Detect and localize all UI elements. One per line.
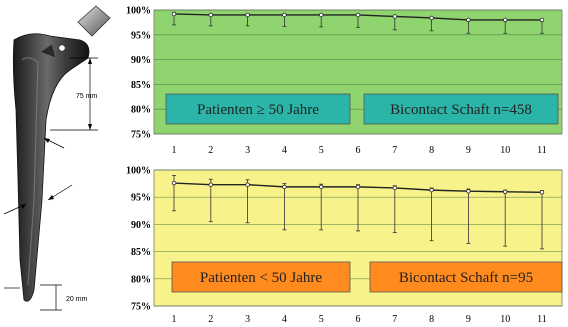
x-tick-label: 2 xyxy=(208,145,213,156)
data-point xyxy=(392,14,397,19)
x-tick-label: 1 xyxy=(172,145,177,156)
data-point xyxy=(392,185,397,191)
x-tick-label: 11 xyxy=(537,145,547,156)
x-tick-label: 7 xyxy=(392,314,397,325)
y-tick-label: 95% xyxy=(131,193,151,204)
x-tick-label: 2 xyxy=(208,314,213,325)
data-point xyxy=(355,12,361,18)
annotation-label: Bicontact Schaft n=458 xyxy=(390,102,532,118)
data-point xyxy=(318,12,324,18)
y-tick-label: 95% xyxy=(131,30,151,41)
data-point xyxy=(429,187,434,193)
data-point xyxy=(503,189,508,194)
data-point xyxy=(245,182,250,187)
implant-illustration: 75 mm 20 mm xyxy=(0,0,120,327)
x-tick-label: 10 xyxy=(500,145,510,156)
y-tick-label: 85% xyxy=(131,247,151,258)
y-tick-label: 85% xyxy=(131,80,151,91)
x-tick-label: 6 xyxy=(356,314,361,325)
y-tick-label: 90% xyxy=(131,220,151,231)
data-point xyxy=(539,190,545,195)
x-tick-label: 7 xyxy=(392,145,397,156)
x-tick-label: 10 xyxy=(500,314,510,325)
x-tick-label: 11 xyxy=(537,314,547,325)
x-tick-label: 5 xyxy=(319,314,324,325)
data-point xyxy=(429,15,434,21)
y-tick-label: 80% xyxy=(131,105,151,116)
survival-chart-under-50: 75% 80% 85% 90% 95% 100% 1 2 3 4 5 6 7 8 9 10 11 Patiente… xyxy=(126,166,563,325)
annotation-label: Bicontact Schaft n=95 xyxy=(399,270,533,286)
dimension-20mm-label: 20 mm xyxy=(66,296,88,303)
data-point xyxy=(503,17,508,23)
annotation-box xyxy=(165,93,351,125)
annotation-box xyxy=(171,261,351,293)
x-tick-label: 9 xyxy=(466,314,471,325)
annotation-box xyxy=(363,93,559,125)
data-point xyxy=(171,180,177,186)
x-tick-label: 5 xyxy=(319,145,324,156)
data-point xyxy=(208,182,213,187)
data-point xyxy=(466,17,471,23)
implant-body xyxy=(12,33,90,302)
data-point xyxy=(208,12,213,18)
y-tick-label: 75% xyxy=(131,302,151,313)
implant-neck xyxy=(77,5,111,37)
x-tick-label: 3 xyxy=(245,145,250,156)
implant-hole xyxy=(58,44,66,52)
y-tick-label: 90% xyxy=(131,55,151,66)
x-tick-label: 8 xyxy=(429,314,434,325)
data-point xyxy=(318,184,324,190)
data-point xyxy=(282,12,287,18)
y-tick-label: 100% xyxy=(126,6,151,17)
x-tick-label: 3 xyxy=(245,314,250,325)
survival-chart-age-50-plus: 75% 80% 85% 90% 95% 100% 1 2 3 4 5 6 7 8 9 10 11 Patiente… xyxy=(126,6,563,156)
x-tick-label: 6 xyxy=(356,145,361,156)
data-point xyxy=(539,17,545,23)
x-tick-label: 1 xyxy=(172,314,177,325)
data-point xyxy=(282,184,287,190)
y-tick-label: 75% xyxy=(131,130,151,141)
x-tick-label: 8 xyxy=(429,145,434,156)
data-point xyxy=(245,12,250,18)
annotation-label: Patienten < 50 Jahre xyxy=(200,270,323,286)
data-point xyxy=(355,184,361,190)
y-tick-label: 100% xyxy=(126,166,151,177)
annotation-box xyxy=(369,261,563,293)
x-tick-label: 4 xyxy=(282,145,287,156)
y-tick-label: 80% xyxy=(131,274,151,285)
annotation-label: Patienten ≥ 50 Jahre xyxy=(197,102,319,118)
x-tick-label: 4 xyxy=(282,314,287,325)
data-point xyxy=(466,189,471,194)
data-point xyxy=(171,11,177,17)
dimension-75mm-label: 75 mm xyxy=(76,93,98,100)
x-tick-label: 9 xyxy=(466,145,471,156)
